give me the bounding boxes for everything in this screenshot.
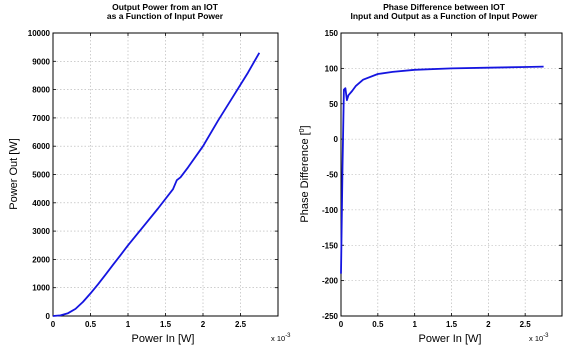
chart1-x-tick-label: 1 [126, 320, 131, 329]
chart2-y-tick-label: 0 [334, 135, 339, 144]
chart2-x-tick-label: 1 [412, 320, 417, 329]
chart1-y-tick-label: 10000 [28, 29, 51, 38]
chart1-x-multiplier: x 10-3 [271, 333, 291, 343]
chart2-y-axis-label: Phase Difference [0] [299, 125, 311, 222]
chart1-x-tick-label: 0.5 [85, 320, 97, 329]
chart2-x-tick-label: 2 [486, 320, 491, 329]
chart1-y-tick-label: 6000 [32, 142, 50, 151]
chart1-y-tick-label: 5000 [32, 171, 50, 180]
chart1-x-tick-label: 1.5 [160, 320, 172, 329]
chart2-y-tick-label: -250 [322, 312, 339, 321]
chart2-x-tick-label: 0 [339, 320, 344, 329]
chart2-y-tick-label: 50 [329, 100, 338, 109]
chart1-y-tick-label: 0 [46, 312, 51, 321]
chart2-y-tick-label: 150 [325, 29, 339, 38]
chart2-title-line: Phase Difference between IOT [383, 2, 506, 12]
chart2-y-tick-label: 100 [325, 64, 339, 73]
chart1-x-tick-label: 0 [51, 320, 56, 329]
chart2-x-multiplier: x 10-3 [529, 333, 549, 343]
chart1-y-tick-label: 9000 [32, 57, 50, 66]
chart2-series-line [340, 65, 544, 274]
chart2-y-tick-label: -100 [322, 206, 339, 215]
chart2-x-tick-label: 1.5 [446, 320, 458, 329]
chart1-y-tick-label: 1000 [32, 284, 50, 293]
chart2-y-tick-label: -150 [322, 241, 339, 250]
chart1-y-axis-label: Power Out [W] [8, 138, 20, 210]
chart2-title-line: Input and Output as a Function of Input … [351, 11, 539, 21]
chart1-x-axis-label: Power In [W] [132, 333, 195, 345]
chart1-title-line: as a Function of Input Power [107, 11, 224, 21]
chart1-y-tick-label: 7000 [32, 114, 50, 123]
chart1-y-tick-label: 2000 [32, 255, 50, 264]
chart1-series-line [52, 52, 261, 317]
chart2-y-tick-label: -200 [322, 277, 339, 286]
chart1-x-tick-label: 2 [201, 320, 206, 329]
chart2-x-tick-label: 2.5 [520, 320, 532, 329]
chart2-x-axis-label: Power In [W] [419, 333, 482, 345]
chart1-y-tick-label: 3000 [32, 227, 50, 236]
chart2-x-tick-label: 0.5 [372, 320, 384, 329]
chart1-x-tick-label: 2.5 [235, 320, 247, 329]
chart1-title-line: Output Power from an IOT [112, 2, 219, 12]
chart1-y-tick-label: 4000 [32, 199, 50, 208]
chart2-y-tick-label: -50 [326, 171, 338, 180]
chart1-y-tick-label: 8000 [32, 86, 50, 95]
